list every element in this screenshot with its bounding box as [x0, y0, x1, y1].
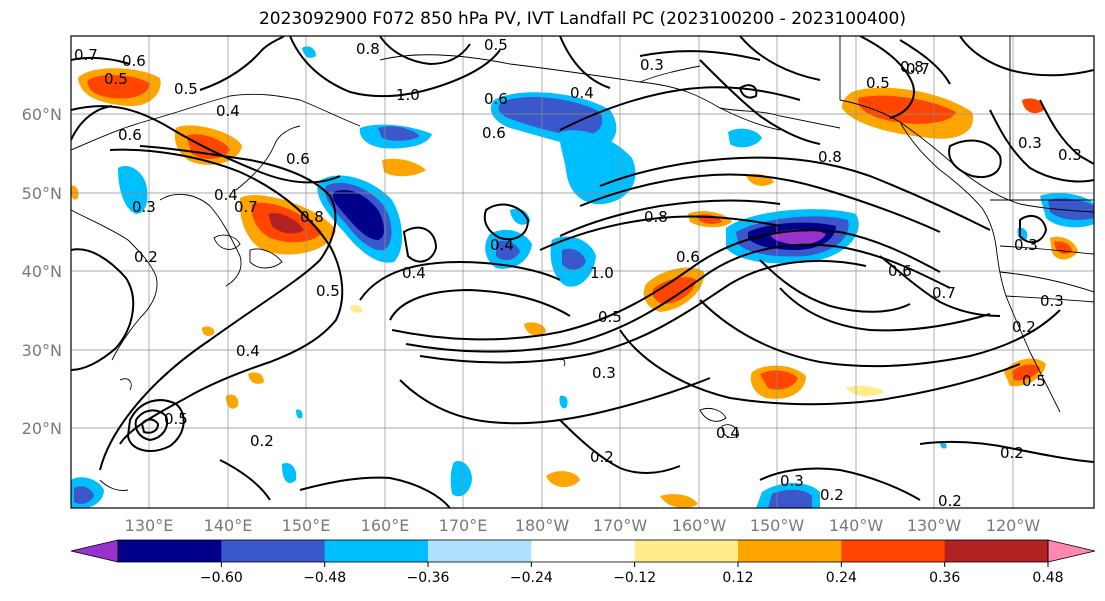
colorbar-tick-label: −0.24 — [510, 570, 553, 586]
colorbar-box — [841, 540, 946, 562]
contour-label: 0.8 — [644, 208, 668, 226]
lon-label: 150°W — [750, 516, 805, 535]
contour-label: 0.4 — [214, 186, 238, 204]
lon-label: 150°E — [282, 516, 331, 535]
contour-label: 0.2 — [1000, 444, 1024, 462]
lon-label: 140°E — [204, 516, 253, 535]
lon-label: 160°W — [672, 516, 727, 535]
lat-label: 50°N — [22, 184, 62, 203]
contour-label: 0.3 — [592, 364, 616, 382]
contour-labels: 0.7 0.6 0.5 0.8 1.0 0.5 0.6 0.4 0.3 0.5 … — [74, 36, 1082, 510]
contour-label: 0.5 — [484, 36, 508, 54]
contour-label: 0.3 — [1058, 146, 1082, 164]
contour-label: 0.6 — [122, 52, 146, 70]
contour-label: 0.6 — [484, 90, 508, 108]
colorbar-box — [118, 540, 222, 562]
contour-label: 0.4 — [216, 102, 240, 120]
contour-label: 0.4 — [570, 84, 594, 102]
lon-label: 120°W — [986, 516, 1041, 535]
contour-label: 0.5 — [174, 80, 198, 98]
colorbar-boxes — [70, 539, 1096, 563]
contour-label: 0.7 — [906, 60, 930, 78]
contour-label: 0.5 — [104, 70, 128, 88]
latitude-labels: 60°N 50°N 40°N 30°N 20°N — [22, 105, 62, 438]
contour-label: 0.5 — [164, 410, 188, 428]
contour-label: 0.2 — [250, 432, 274, 450]
contour-label: 0.3 — [1018, 134, 1042, 152]
contour-label: 0.6 — [888, 262, 912, 280]
coastlines — [71, 36, 1094, 491]
lon-label: 160°E — [361, 516, 410, 535]
contour-label: 0.6 — [482, 124, 506, 142]
contour-label: 0.7 — [932, 284, 956, 302]
colorbar-extend-min — [70, 539, 119, 563]
lon-label: 140°W — [829, 516, 884, 535]
graticule — [71, 36, 1094, 508]
lon-label: 170°W — [593, 516, 648, 535]
contour-label: 0.4 — [402, 264, 426, 282]
colorbar-box — [324, 540, 429, 562]
contour-label: 0.6 — [118, 126, 142, 144]
colorbar-tick-label: −0.36 — [407, 570, 450, 586]
contour-label: 1.0 — [396, 86, 420, 104]
contour-label: 0.6 — [286, 150, 310, 168]
plot-frame — [70, 35, 1095, 509]
colorbar-box — [738, 540, 842, 562]
colorbar-box — [634, 540, 739, 562]
contour-label: 0.7 — [74, 46, 98, 64]
colorbar-tick-label: 0.36 — [929, 570, 960, 586]
contour-label: 0.4 — [490, 236, 514, 254]
lon-label: 170°E — [439, 516, 488, 535]
colorbar-tick-label: −0.12 — [613, 570, 656, 586]
contour-label: 0.5 — [1022, 372, 1046, 390]
contour-label: 0.8 — [356, 40, 380, 58]
contour-label: 0.7 — [234, 198, 258, 216]
contour-label: 0.3 — [780, 472, 804, 490]
lon-label: 130°E — [125, 516, 174, 535]
colorbar-box — [944, 540, 1049, 562]
contour-label: 0.8 — [300, 208, 324, 226]
contour-label: 0.2 — [134, 248, 158, 266]
contour-label: 0.6 — [676, 248, 700, 266]
contour-label: 0.8 — [900, 58, 924, 76]
lon-label: 130°W — [907, 516, 962, 535]
contour-label: 0.8 — [818, 148, 842, 166]
colorbar-tick-label: −0.60 — [200, 570, 243, 586]
contour-label: 1.0 — [590, 264, 614, 282]
contour-label: 0.2 — [1012, 318, 1036, 336]
contour-label: 0.4 — [236, 342, 260, 360]
lat-label: 30°N — [22, 341, 62, 360]
contour-label: 0.3 — [640, 56, 664, 74]
lat-label: 40°N — [22, 262, 62, 281]
contour-label: 0.3 — [132, 198, 156, 216]
contour-label: 0.5 — [316, 282, 340, 300]
contour-label: 0.3 — [1040, 292, 1064, 310]
colorbar-tick-label: 0.12 — [722, 570, 753, 586]
colorbar-frame — [117, 539, 1049, 563]
colorbar-box — [428, 540, 532, 562]
colorbar-tick-label: 0.24 — [826, 570, 857, 586]
lon-label: 180°W — [515, 516, 570, 535]
contour-label: 0.2 — [820, 486, 844, 504]
colorbar-box — [531, 540, 636, 562]
contour-label: 0.2 — [938, 492, 962, 510]
contour-label: 0.2 — [590, 448, 614, 466]
colorbar-extend-max — [1047, 539, 1096, 563]
contour-label: 0.5 — [866, 74, 890, 92]
colorbar-tick-label: 0.48 — [1032, 570, 1063, 586]
longitude-labels: 130°E 140°E 150°E 160°E 170°E 180°W 170°… — [125, 516, 1041, 535]
colorbar-tick-label: −0.48 — [303, 570, 346, 586]
contour-label: 0.4 — [716, 424, 740, 442]
colorbar-box — [221, 540, 326, 562]
pv-contours — [71, 36, 1094, 508]
lat-label: 60°N — [22, 105, 62, 124]
map-title: 2023092900 F072 850 hPa PV, IVT Landfall… — [258, 9, 906, 29]
lat-label: 20°N — [22, 419, 62, 438]
contour-label: 0.3 — [1014, 236, 1038, 254]
contour-label: 0.5 — [598, 308, 622, 326]
negative-anomaly-shading — [71, 46, 1094, 508]
colorbar-ticks: −0.60 −0.48 −0.36 −0.24 −0.12 0.12 0.24 0.36 0.4… — [200, 562, 1064, 586]
